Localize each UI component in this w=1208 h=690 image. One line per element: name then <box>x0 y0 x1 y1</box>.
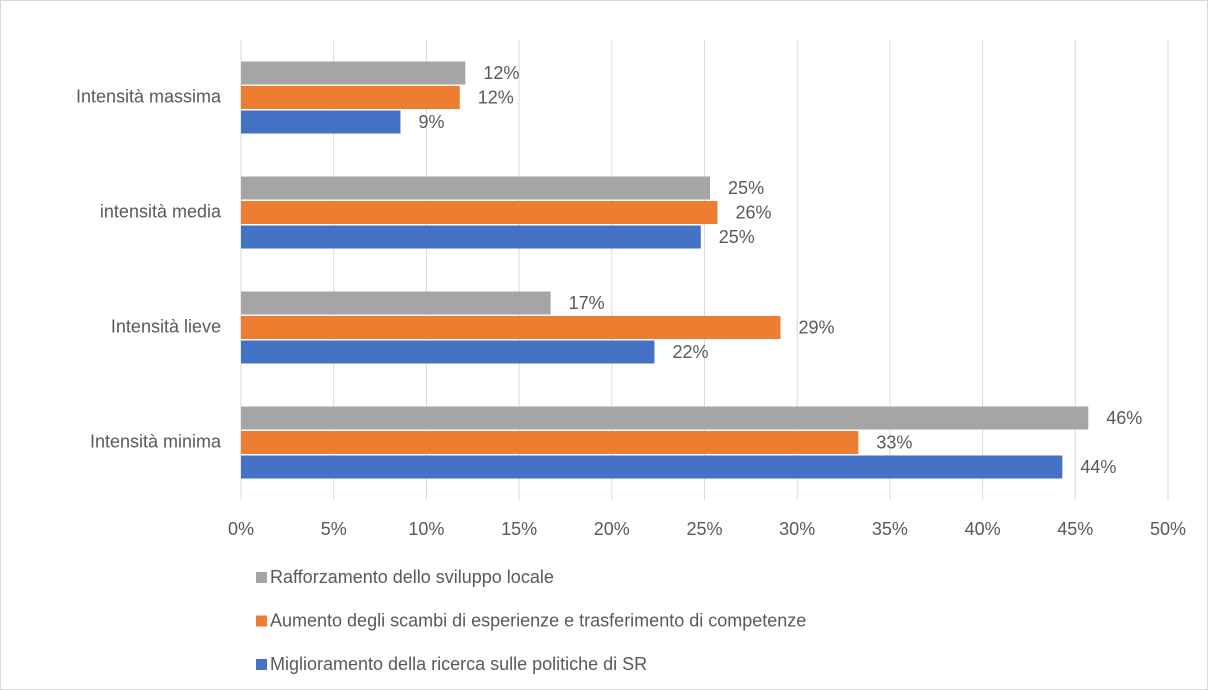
legend-swatch <box>256 615 267 627</box>
x-tick-label: 10% <box>408 519 444 539</box>
x-tick-label: 40% <box>965 519 1001 539</box>
data-label: 26% <box>735 202 771 222</box>
bar <box>241 201 718 224</box>
x-tick-label: 50% <box>1150 519 1186 539</box>
bar <box>241 110 401 134</box>
data-label: 29% <box>799 317 835 337</box>
x-tick-label: 20% <box>594 519 630 539</box>
bar <box>241 455 1063 479</box>
legend-label: Miglioramento della ricerca sulle politi… <box>270 654 647 674</box>
x-tick-label: 45% <box>1057 519 1093 539</box>
data-label: 22% <box>672 342 708 362</box>
bar <box>241 340 655 364</box>
bar <box>241 225 701 249</box>
bar <box>241 316 781 339</box>
y-tick-label: Intensità lieve <box>111 316 221 336</box>
x-tick-label: 5% <box>321 519 347 539</box>
legend-label: Rafforzamento dello sviluppo locale <box>270 567 554 587</box>
y-tick-label: Intensità minima <box>90 431 222 451</box>
bar <box>241 86 460 109</box>
data-label: 12% <box>478 87 514 107</box>
data-label: 44% <box>1080 457 1116 477</box>
x-tick-label: 15% <box>501 519 537 539</box>
bar <box>241 431 859 454</box>
data-label: 9% <box>418 112 444 132</box>
data-label: 12% <box>483 63 519 83</box>
bar <box>241 176 711 200</box>
data-label: 25% <box>719 227 755 247</box>
x-tick-label: 25% <box>686 519 722 539</box>
x-tick-label: 0% <box>228 519 254 539</box>
bar <box>241 61 466 85</box>
data-label: 17% <box>569 293 605 313</box>
legend-label: Aumento degli scambi di esperienze e tra… <box>270 610 806 630</box>
data-label: 46% <box>1106 408 1142 428</box>
y-tick-label: intensità media <box>100 201 222 221</box>
legend-swatch <box>256 572 267 583</box>
legend-swatch <box>256 659 267 670</box>
x-tick-label: 30% <box>779 519 815 539</box>
data-label: 33% <box>876 432 912 452</box>
bar <box>241 291 551 315</box>
bar <box>241 406 1089 430</box>
x-tick-label: 35% <box>872 519 908 539</box>
data-label: 25% <box>728 178 764 198</box>
y-tick-label: Intensità massima <box>76 86 222 106</box>
